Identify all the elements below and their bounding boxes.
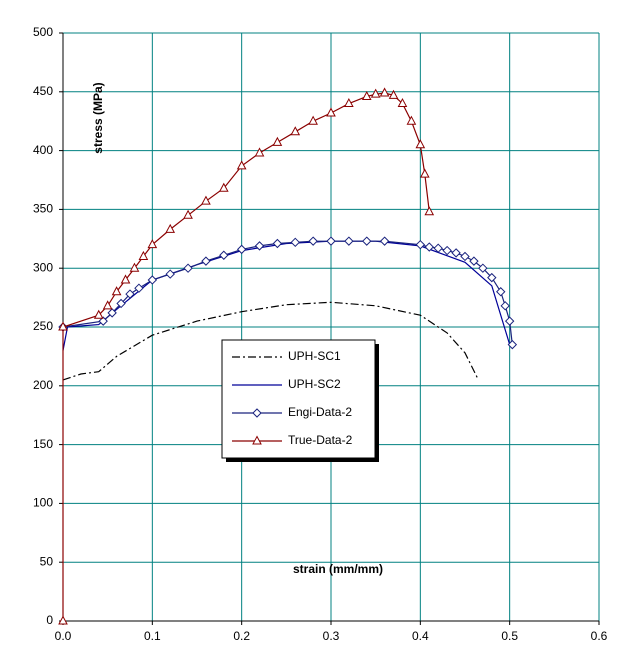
marker bbox=[102, 300, 113, 310]
marker bbox=[183, 209, 193, 219]
marker bbox=[218, 182, 229, 192]
marker bbox=[424, 242, 434, 252]
marker bbox=[125, 289, 135, 299]
marker bbox=[120, 274, 131, 284]
marker bbox=[183, 263, 193, 273]
marker bbox=[290, 126, 301, 136]
marker bbox=[397, 97, 408, 108]
marker bbox=[252, 408, 262, 418]
marker bbox=[93, 309, 104, 319]
marker bbox=[504, 316, 515, 326]
marker bbox=[469, 256, 479, 266]
y-tick-label: 100 bbox=[33, 496, 53, 510]
y-tick-label: 450 bbox=[33, 84, 53, 98]
marker bbox=[362, 236, 372, 246]
marker bbox=[344, 97, 354, 108]
y-tick-label: 200 bbox=[33, 378, 53, 392]
marker bbox=[388, 89, 399, 99]
y-axis-label: stress (MPa) bbox=[91, 82, 105, 153]
marker bbox=[500, 301, 510, 311]
marker bbox=[272, 238, 283, 249]
x-tick-label: 0.5 bbox=[501, 629, 518, 643]
marker bbox=[361, 90, 372, 101]
marker bbox=[496, 287, 506, 297]
marker bbox=[419, 168, 430, 178]
marker bbox=[326, 107, 336, 117]
marker bbox=[147, 275, 158, 285]
marker bbox=[290, 237, 300, 248]
marker bbox=[379, 236, 390, 246]
y-tick-label: 250 bbox=[33, 319, 53, 333]
marker bbox=[507, 339, 518, 350]
x-tick-label: 0.3 bbox=[323, 629, 340, 643]
marker bbox=[487, 272, 497, 283]
marker bbox=[415, 239, 426, 250]
marker bbox=[236, 244, 247, 255]
marker bbox=[138, 250, 149, 260]
legend-label: Engi-Data-2 bbox=[288, 405, 352, 419]
y-tick-label: 300 bbox=[33, 260, 53, 274]
y-tick-label: 400 bbox=[33, 143, 53, 157]
plot bbox=[58, 87, 518, 625]
marker bbox=[308, 115, 318, 125]
marker bbox=[236, 160, 247, 170]
marker bbox=[147, 239, 158, 249]
series-line bbox=[62, 301, 479, 381]
marker bbox=[116, 298, 126, 309]
y-tick-label: 500 bbox=[33, 25, 53, 39]
marker bbox=[379, 87, 390, 97]
marker bbox=[424, 206, 435, 216]
grid: 0 50 100 150 200 250 300 350 400 450 500 0.0 0.1 0.2 0… bbox=[33, 25, 608, 643]
marker bbox=[107, 308, 117, 318]
marker bbox=[478, 263, 488, 273]
marker bbox=[129, 262, 140, 272]
marker bbox=[433, 243, 443, 253]
marker bbox=[344, 236, 354, 246]
x-tick-label: 0.1 bbox=[144, 629, 161, 643]
marker bbox=[442, 245, 452, 256]
marker bbox=[326, 236, 336, 246]
legend: UPH-SC1 UPH-SC2 Engi-Data-2 True-Data-2 bbox=[221, 339, 379, 462]
x-tick-label: 0.2 bbox=[233, 629, 250, 643]
marker bbox=[451, 248, 461, 258]
marker bbox=[254, 241, 265, 251]
y-tick-label: 0 bbox=[46, 613, 53, 627]
x-tick-label: 0.4 bbox=[412, 629, 429, 643]
y-tick-label: 50 bbox=[40, 554, 54, 568]
marker bbox=[98, 316, 108, 326]
y-tick-label: 350 bbox=[33, 202, 53, 216]
legend-label: True-Data-2 bbox=[288, 433, 353, 447]
marker bbox=[111, 286, 122, 296]
marker bbox=[219, 250, 229, 260]
marker bbox=[134, 283, 144, 293]
legend-label: UPH-SC2 bbox=[288, 377, 341, 391]
legend-box bbox=[221, 339, 376, 459]
marker bbox=[460, 251, 470, 262]
x-axis-label: strain (mm/mm) bbox=[293, 562, 383, 576]
marker bbox=[254, 147, 265, 157]
marker bbox=[370, 88, 381, 98]
legend-label: UPH-SC1 bbox=[288, 349, 341, 363]
marker bbox=[272, 136, 283, 146]
marker bbox=[58, 615, 68, 625]
marker bbox=[201, 195, 211, 205]
marker bbox=[165, 223, 176, 233]
marker bbox=[406, 115, 417, 125]
marker bbox=[252, 435, 262, 445]
marker bbox=[308, 236, 318, 246]
marker bbox=[58, 321, 68, 331]
marker bbox=[415, 139, 426, 149]
marker bbox=[165, 269, 175, 279]
x-tick-label: 0.0 bbox=[55, 629, 72, 643]
x-tick-label: 0.6 bbox=[591, 629, 608, 643]
marker bbox=[201, 256, 211, 266]
y-tick-label: 150 bbox=[33, 437, 53, 451]
